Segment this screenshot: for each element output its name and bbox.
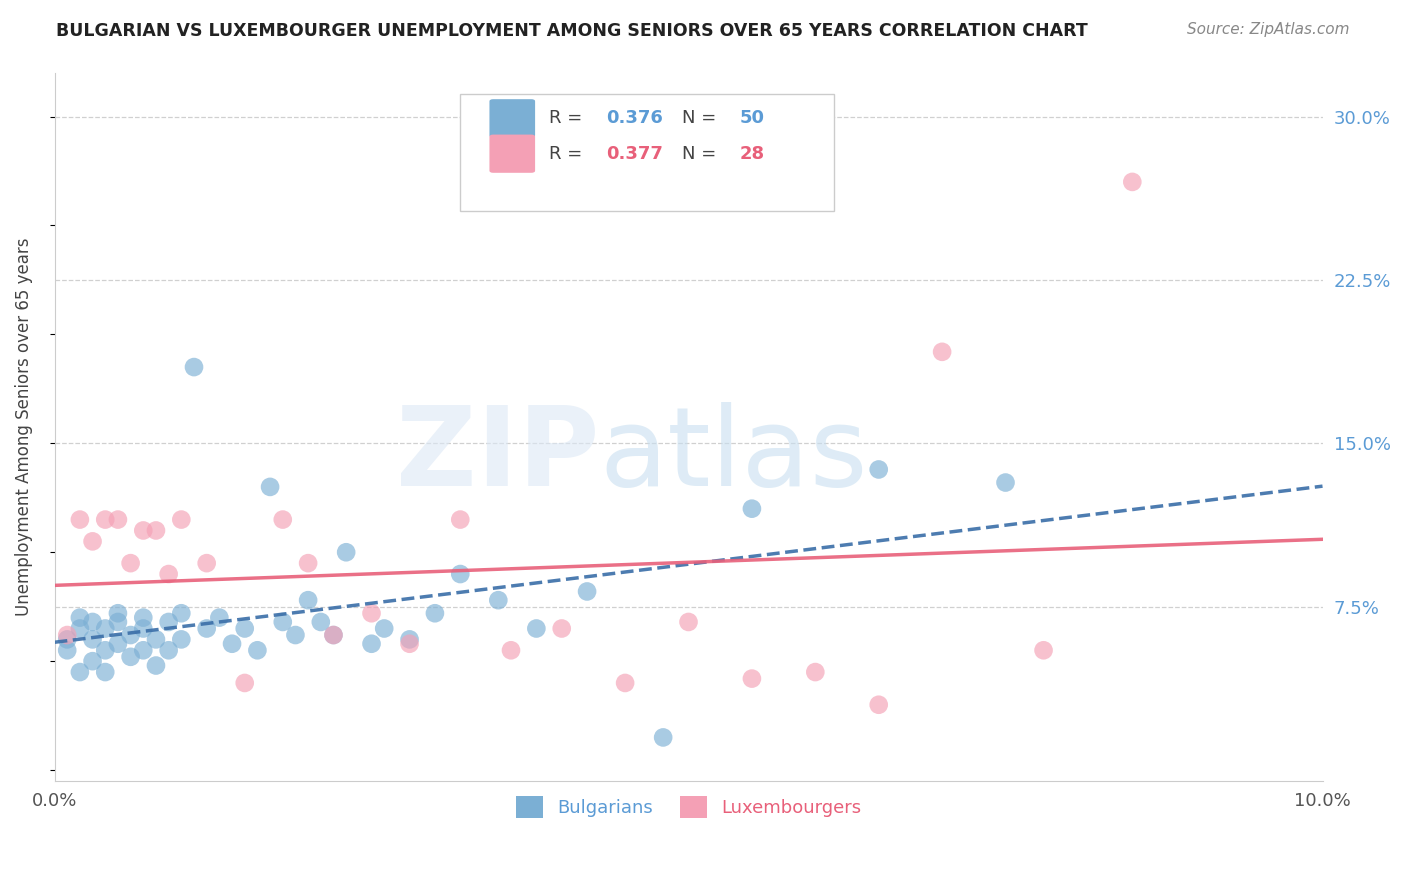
Point: [398, 637, 420, 651]
Point: [132, 524, 155, 538]
Point: [994, 475, 1017, 490]
Point: [120, 556, 142, 570]
Point: [195, 622, 218, 636]
Point: [82, 632, 104, 647]
Point: [170, 606, 193, 620]
Point: [741, 672, 763, 686]
Point: [804, 665, 827, 679]
Point: [56, 628, 79, 642]
Point: [145, 524, 167, 538]
Point: [120, 628, 142, 642]
Point: [360, 606, 382, 620]
Point: [309, 615, 332, 629]
Text: 0.377: 0.377: [606, 145, 664, 162]
Point: [297, 556, 319, 570]
Point: [398, 632, 420, 647]
Point: [69, 512, 91, 526]
Point: [82, 654, 104, 668]
Point: [132, 610, 155, 624]
Y-axis label: Unemployment Among Seniors over 65 years: Unemployment Among Seniors over 65 years: [15, 238, 32, 616]
Text: Source: ZipAtlas.com: Source: ZipAtlas.com: [1187, 22, 1350, 37]
Point: [373, 622, 395, 636]
Text: ZIP: ZIP: [396, 401, 600, 508]
Point: [120, 649, 142, 664]
Text: R =: R =: [548, 110, 588, 128]
Point: [423, 606, 446, 620]
Point: [56, 632, 79, 647]
Point: [94, 643, 117, 657]
Point: [183, 360, 205, 375]
Point: [233, 676, 256, 690]
Point: [868, 462, 890, 476]
Point: [195, 556, 218, 570]
Point: [614, 676, 637, 690]
Point: [221, 637, 243, 651]
Text: 0.376: 0.376: [606, 110, 664, 128]
Point: [233, 622, 256, 636]
Point: [107, 615, 129, 629]
Text: atlas: atlas: [600, 401, 869, 508]
Point: [157, 643, 180, 657]
Point: [145, 658, 167, 673]
Point: [157, 615, 180, 629]
Point: [486, 593, 509, 607]
Point: [69, 665, 91, 679]
Point: [360, 637, 382, 651]
FancyBboxPatch shape: [460, 95, 834, 211]
Point: [576, 584, 599, 599]
Text: N =: N =: [682, 145, 723, 162]
Point: [145, 632, 167, 647]
Point: [449, 567, 471, 582]
Point: [94, 512, 117, 526]
Point: [208, 610, 231, 624]
Point: [259, 480, 281, 494]
Point: [741, 501, 763, 516]
Point: [246, 643, 269, 657]
Point: [1121, 175, 1143, 189]
Point: [107, 512, 129, 526]
FancyBboxPatch shape: [489, 99, 536, 137]
Point: [94, 665, 117, 679]
Point: [335, 545, 357, 559]
Text: 28: 28: [740, 145, 765, 162]
Point: [449, 512, 471, 526]
Point: [132, 622, 155, 636]
Point: [551, 622, 574, 636]
Point: [297, 593, 319, 607]
Text: R =: R =: [548, 145, 588, 162]
Point: [170, 512, 193, 526]
Point: [157, 567, 180, 582]
Legend: Bulgarians, Luxembourgers: Bulgarians, Luxembourgers: [509, 789, 869, 825]
Point: [652, 731, 675, 745]
Point: [132, 643, 155, 657]
Point: [931, 344, 953, 359]
Point: [868, 698, 890, 712]
Text: N =: N =: [682, 110, 723, 128]
Point: [69, 610, 91, 624]
Point: [271, 615, 294, 629]
FancyBboxPatch shape: [489, 135, 536, 173]
Point: [82, 534, 104, 549]
Point: [499, 643, 522, 657]
Point: [107, 637, 129, 651]
Point: [678, 615, 700, 629]
Point: [94, 622, 117, 636]
Point: [69, 622, 91, 636]
Point: [524, 622, 547, 636]
Text: BULGARIAN VS LUXEMBOURGER UNEMPLOYMENT AMONG SENIORS OVER 65 YEARS CORRELATION C: BULGARIAN VS LUXEMBOURGER UNEMPLOYMENT A…: [56, 22, 1088, 40]
Point: [170, 632, 193, 647]
Point: [1032, 643, 1054, 657]
Point: [322, 628, 344, 642]
Point: [82, 615, 104, 629]
Point: [107, 606, 129, 620]
Point: [284, 628, 307, 642]
Point: [271, 512, 294, 526]
Point: [322, 628, 344, 642]
Text: 50: 50: [740, 110, 765, 128]
Point: [56, 643, 79, 657]
